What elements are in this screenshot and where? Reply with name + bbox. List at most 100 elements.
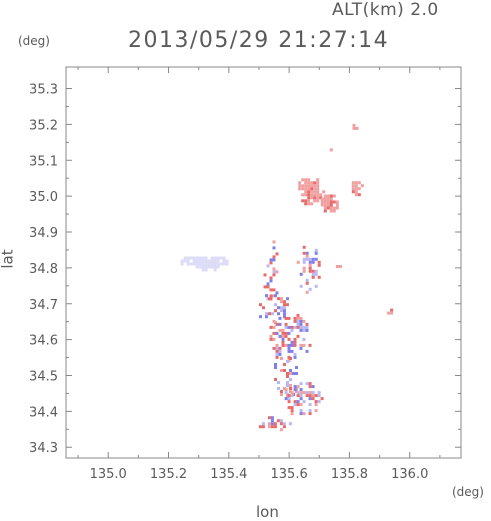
echo-cell	[222, 262, 226, 266]
echo-cell	[287, 349, 291, 353]
echo-cell	[280, 309, 283, 313]
echo-cell	[311, 394, 315, 398]
echo-cell	[387, 311, 391, 315]
echo-cell	[286, 303, 289, 307]
echo-cell	[302, 412, 306, 416]
echo-cell	[277, 312, 280, 316]
echo-cell	[280, 357, 283, 360]
echo-cell	[275, 343, 279, 347]
echo-cell	[302, 400, 306, 404]
echo-cell	[308, 403, 312, 407]
echo-cell	[198, 259, 202, 263]
echo-cell	[305, 281, 309, 285]
echo-cell	[304, 178, 308, 182]
echo-cell	[192, 262, 196, 266]
echo-cell	[266, 282, 270, 286]
echo-cell	[287, 343, 291, 347]
echo-cell	[278, 334, 282, 338]
echo-cell	[301, 187, 305, 191]
echo-cell	[195, 262, 199, 266]
echo-cell	[222, 256, 226, 260]
echo-cell	[316, 193, 320, 197]
echo-cell	[287, 400, 291, 404]
echo-cell	[267, 425, 271, 429]
echo-cell	[308, 287, 312, 291]
echo-cell	[329, 203, 333, 207]
echo-cell	[275, 270, 279, 274]
echo-cell	[281, 328, 285, 332]
echo-cell	[272, 325, 276, 329]
echo-cell	[351, 187, 355, 191]
echo-cell	[329, 200, 333, 204]
echo-cell	[274, 363, 277, 366]
echo-cell	[314, 409, 318, 413]
x-tick-label: 135.6	[271, 467, 308, 482]
echo-cell	[204, 262, 208, 266]
echo-cell	[287, 316, 291, 320]
echo-cell	[298, 184, 302, 188]
echo-cell	[323, 194, 327, 198]
echo-cell	[326, 197, 330, 201]
echo-cell	[268, 312, 271, 316]
echo-cell	[267, 422, 271, 426]
echo-cell	[310, 190, 314, 194]
echo-cell	[302, 269, 306, 273]
echo-cell	[270, 416, 274, 420]
echo-cell	[269, 258, 273, 262]
echo-cell	[268, 297, 271, 301]
echo-cell	[305, 391, 309, 395]
echo-cell	[293, 316, 297, 320]
echo-cell	[293, 355, 297, 359]
echo-cell	[323, 209, 327, 213]
echo-cell	[195, 265, 199, 269]
echo-cell	[329, 197, 333, 201]
echo-cell	[201, 259, 205, 263]
echo-cell	[266, 264, 270, 268]
echo-cell	[301, 184, 305, 188]
echo-cell	[305, 254, 309, 258]
echo-cell	[302, 343, 306, 347]
echo-cell	[225, 262, 229, 266]
echo-cell	[216, 262, 220, 266]
echo-cell	[314, 403, 318, 407]
y-tick-label: 35.0	[29, 190, 58, 205]
echo-cell	[308, 343, 312, 347]
echo-cell	[302, 337, 306, 341]
echo-cell	[186, 259, 190, 263]
echo-cell	[284, 391, 288, 395]
x-axis-label: lon	[256, 503, 279, 521]
echo-cell	[322, 190, 326, 194]
echo-cell	[263, 285, 267, 289]
echo-cell	[272, 258, 276, 262]
echo-cell	[216, 256, 220, 260]
echo-cell	[278, 352, 282, 356]
echo-cell	[310, 202, 314, 206]
echo-cell	[189, 256, 193, 260]
echo-cell	[311, 269, 315, 273]
echo-cell	[282, 422, 286, 426]
echo-cell	[299, 346, 303, 350]
echo-cell	[274, 294, 277, 298]
echo-cell	[307, 190, 311, 194]
echo-cell	[308, 391, 312, 395]
echo-cell	[278, 346, 282, 350]
echo-cell	[290, 343, 294, 347]
echo-cell	[302, 260, 306, 264]
echo-cell	[295, 366, 298, 369]
echo-cell	[302, 319, 306, 323]
echo-cell	[213, 259, 217, 263]
echo-cell	[290, 409, 294, 413]
plot-frame	[65, 66, 462, 459]
echo-cell	[308, 409, 312, 413]
echo-cell	[323, 203, 327, 207]
echo-cell	[296, 385, 300, 389]
echo-cell	[273, 425, 277, 429]
echo-cell	[259, 315, 262, 319]
echo-cell	[289, 378, 292, 381]
echo-cell	[304, 202, 308, 206]
echo-cell	[273, 422, 277, 426]
echo-cell	[335, 200, 339, 204]
echo-cell	[305, 278, 309, 282]
echo-cell	[296, 334, 300, 338]
